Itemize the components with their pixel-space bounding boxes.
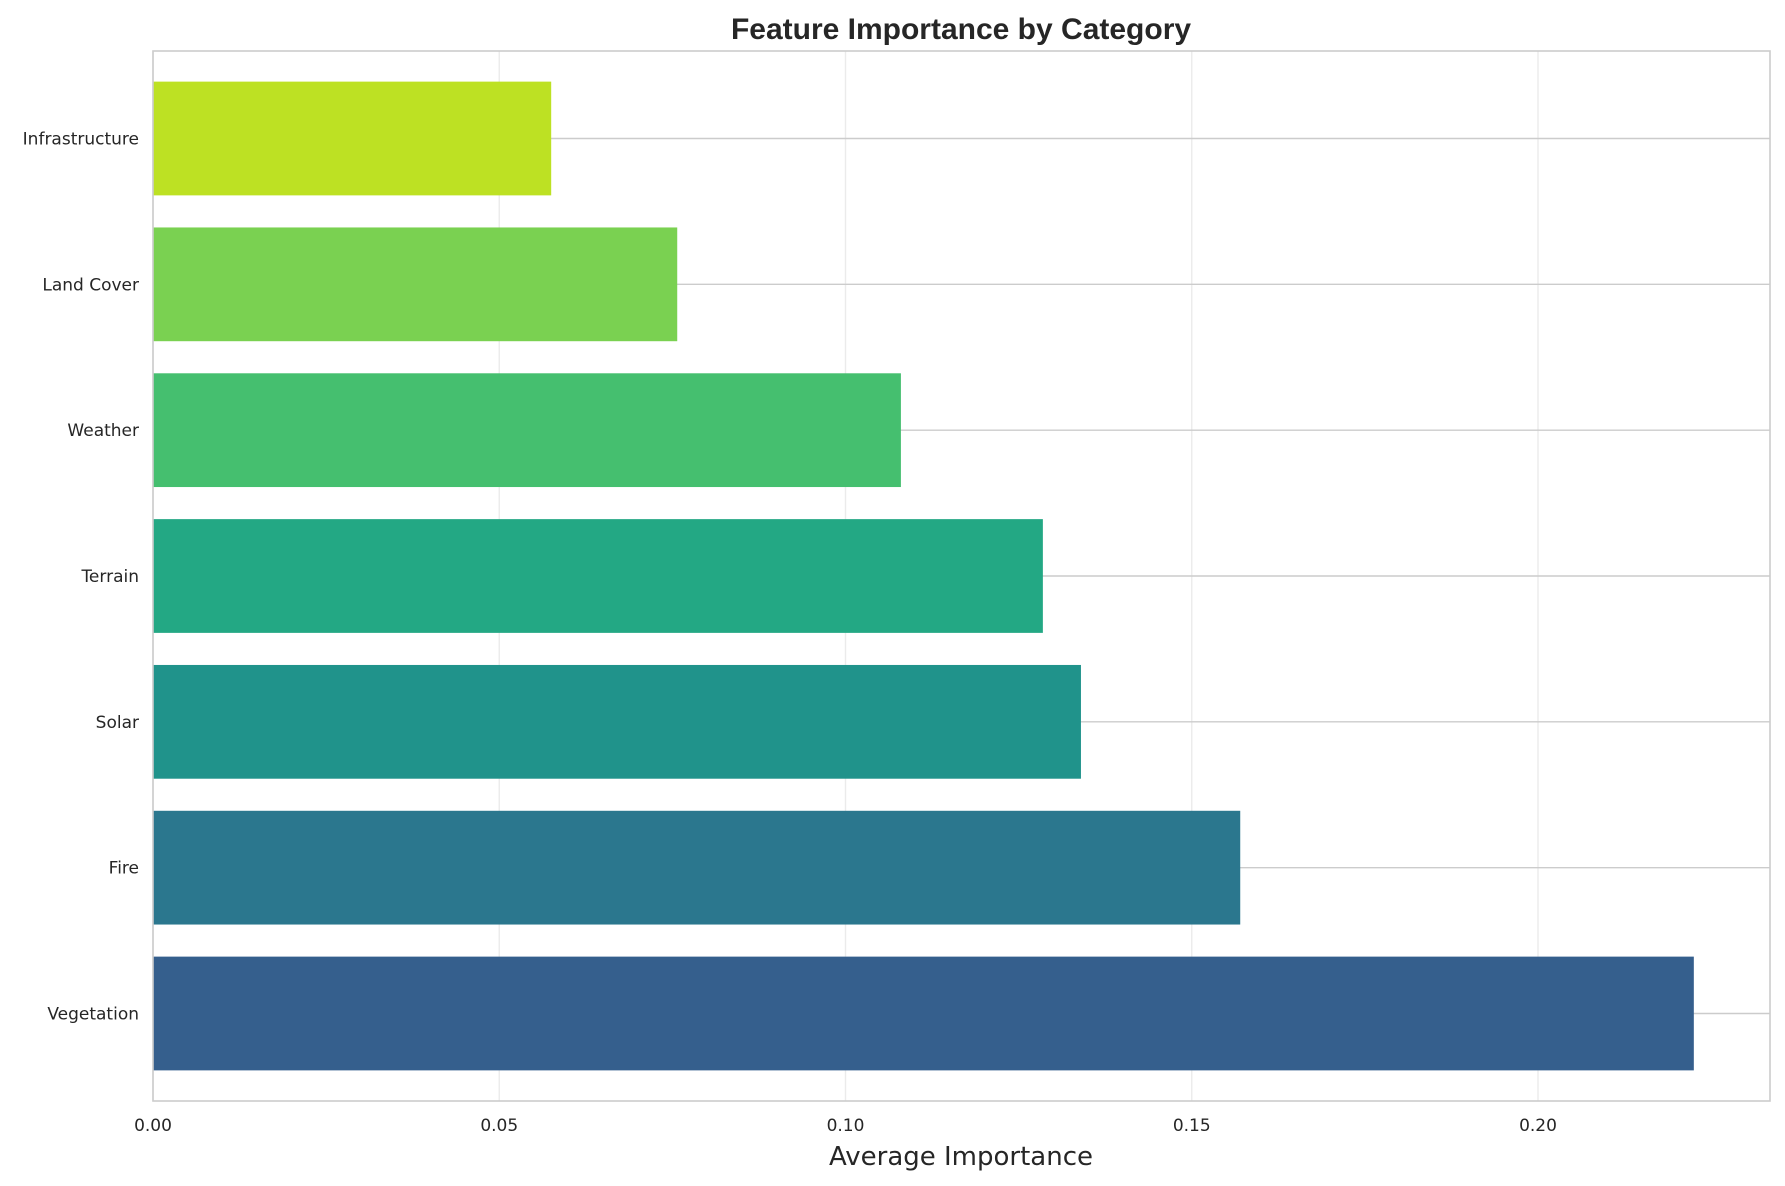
y-tick-label: Land Cover: [42, 275, 139, 295]
y-tick-labels: Vegetation Fire Solar Terrain Weather Land Co…: [23, 130, 139, 1025]
bar-terrain: [153, 519, 1043, 633]
y-tick-label: Terrain: [80, 567, 139, 587]
bar-land-cover: [153, 227, 678, 342]
y-tick-label: Infrastructure: [23, 130, 139, 150]
y-tick-label: Weather: [67, 421, 139, 441]
bars: [153, 81, 1694, 1071]
x-tick-label: 0.10: [827, 1116, 865, 1136]
x-axis-label: Average Importance: [829, 1142, 1093, 1172]
plot-frame: [152, 50, 1771, 1102]
y-tick-label: Vegetation: [47, 1005, 139, 1025]
chart-title: Feature Importance by Category: [731, 13, 1191, 46]
x-tick-label: 0.15: [1173, 1116, 1211, 1136]
x-tick-label: 0.05: [480, 1116, 518, 1136]
bar-weather: [153, 373, 901, 488]
y-tick-label: Fire: [109, 859, 139, 879]
x-tick-label: 0.00: [134, 1116, 172, 1136]
x-tick-labels: 0.00 0.05 0.10 0.15 0.20: [134, 1116, 1557, 1136]
x-tick-label: 0.20: [1519, 1116, 1557, 1136]
y-tick-label: Solar: [96, 713, 139, 733]
bar-infrastructure: [153, 81, 552, 196]
bar-vegetation: [153, 956, 1694, 1071]
bar-fire: [153, 810, 1241, 925]
bar-solar: [153, 664, 1081, 779]
